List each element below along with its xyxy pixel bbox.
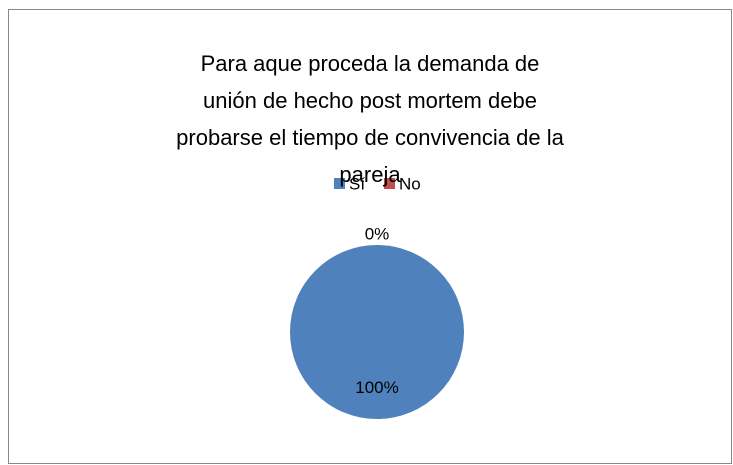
data-label: 100% (355, 378, 398, 397)
legend-swatch (334, 178, 345, 189)
chart-title: Para aque proceda la demanda de unión de… (176, 51, 564, 187)
legend-label: Sí (349, 174, 365, 193)
legend-label: No (399, 174, 421, 193)
data-label: 0% (365, 224, 390, 243)
legend-swatch (384, 178, 395, 189)
pie-slice (290, 245, 464, 419)
